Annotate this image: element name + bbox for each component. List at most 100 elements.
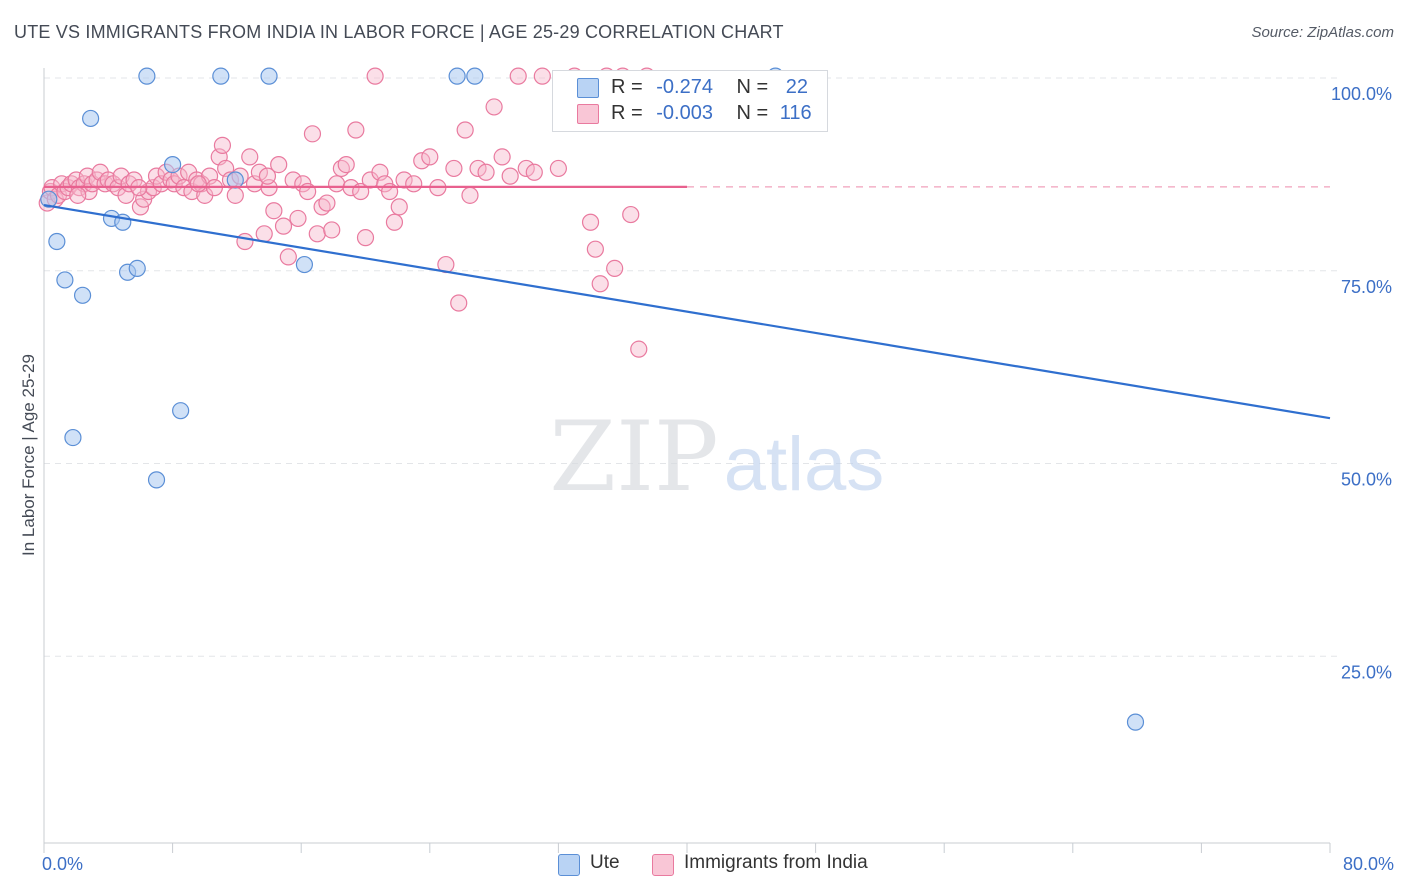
trend-lines: [43, 185, 1331, 420]
bottom-legend-label-india: Immigrants from India: [684, 852, 868, 873]
india-point: [274, 217, 293, 235]
india-point: [279, 248, 297, 266]
y-tick-label: 25.0%: [1341, 662, 1392, 682]
india-point: [323, 221, 341, 239]
bottom-legend: Ute Immigrants from India: [0, 852, 1406, 878]
india-point: [405, 175, 423, 193]
india-point: [318, 194, 336, 212]
india-point: [356, 229, 375, 247]
legend-swatch-ute: [577, 78, 599, 98]
ute-point: [138, 67, 156, 85]
india-point: [226, 186, 244, 204]
x-tick-label: 0.0%: [42, 854, 83, 874]
india-point: [549, 159, 568, 178]
india-point: [586, 240, 604, 258]
india-point: [509, 67, 527, 85]
legend-swatch-india: [577, 104, 599, 124]
india-point: [189, 175, 207, 193]
ute-point: [1126, 713, 1145, 731]
ute-point: [82, 109, 100, 128]
india-point: [591, 275, 609, 293]
india-point: [517, 159, 535, 178]
ute-point: [448, 67, 466, 85]
legend-text-india: R = -0.003 N = 116: [611, 102, 812, 125]
india-point: [456, 121, 474, 139]
bottom-legend-swatch-ute: [558, 854, 580, 876]
india-point: [533, 67, 551, 85]
source-label: Source: ZipAtlas.com: [1251, 24, 1394, 41]
india-point: [461, 186, 479, 204]
india-point: [493, 148, 511, 166]
legend-r-value: -0.003: [656, 102, 713, 124]
india-point: [622, 205, 640, 224]
india-point: [390, 198, 408, 216]
ute-point: [64, 428, 82, 447]
ute-point: [73, 286, 92, 304]
legend-r-label: R =: [611, 76, 643, 98]
ute-point: [295, 255, 314, 274]
watermark-zip: ZIP: [549, 401, 718, 513]
x-tick-label: 80.0%: [1343, 854, 1394, 874]
india-point: [236, 232, 254, 251]
legend-r-label: R =: [611, 102, 643, 124]
india-point: [366, 67, 384, 85]
watermark-atlas: atlas: [724, 422, 885, 507]
grid-layer: [44, 77, 1338, 657]
india-point: [581, 213, 600, 231]
india-point: [265, 202, 283, 220]
india-point: [421, 148, 439, 166]
india-point: [477, 163, 495, 181]
india-point: [525, 163, 543, 181]
legend-text-ute: R = -0.274 N = 22: [611, 76, 808, 99]
bottom-legend-swatch-india: [652, 854, 674, 876]
india-point: [445, 159, 463, 178]
india-point: [327, 175, 346, 193]
watermark: ZIP atlas: [549, 401, 884, 513]
india-point: [69, 186, 87, 204]
ute-point: [48, 232, 66, 251]
stats-legend: R = -0.274 N = 22 R = -0.003 N = 116: [552, 70, 828, 132]
series-ute-points: [40, 67, 1145, 731]
india-point: [250, 163, 269, 181]
india-point: [270, 155, 288, 174]
ute-point: [212, 67, 230, 85]
india-point: [630, 340, 648, 358]
ute-point: [466, 67, 484, 85]
ute-point: [226, 171, 244, 189]
india-point: [450, 294, 468, 312]
india-point: [303, 125, 322, 143]
india-point: [337, 155, 355, 174]
india-point: [501, 167, 519, 185]
india-point: [258, 167, 277, 185]
legend-n-value: 22: [785, 76, 809, 98]
ute-point: [164, 155, 182, 174]
axis-layer: 25.0% 50.0% 75.0% 100.0% 0.0% 80.0%: [42, 68, 1394, 874]
ute-point: [40, 190, 58, 208]
chart-title: UTE VS IMMIGRANTS FROM INDIA IN LABOR FO…: [14, 22, 784, 42]
y-tick-label: 50.0%: [1341, 470, 1392, 490]
india-point: [213, 136, 232, 154]
ute-trend-line: [43, 203, 1331, 420]
y-tick-label: 100.0%: [1331, 84, 1392, 104]
india-point: [469, 159, 487, 178]
india-point: [485, 98, 503, 116]
india-point: [413, 152, 431, 170]
legend-n-label: N =: [736, 102, 769, 124]
india-point: [385, 213, 404, 231]
legend-n-value: 116: [779, 102, 812, 124]
ute-point: [260, 67, 278, 85]
ute-point: [56, 271, 74, 289]
y-axis-label: In Labor Force | Age 25-29: [19, 354, 38, 556]
india-point: [347, 121, 365, 139]
ute-point: [128, 259, 146, 278]
legend-n-label: N =: [736, 76, 769, 98]
india-point: [606, 259, 624, 278]
india-point: [241, 148, 259, 166]
bottom-legend-label-ute: Ute: [590, 852, 620, 873]
legend-r-value: -0.274: [656, 76, 713, 98]
india-point: [308, 225, 326, 243]
y-tick-label: 75.0%: [1341, 277, 1392, 297]
ute-point: [172, 402, 190, 420]
india-point: [289, 209, 307, 228]
